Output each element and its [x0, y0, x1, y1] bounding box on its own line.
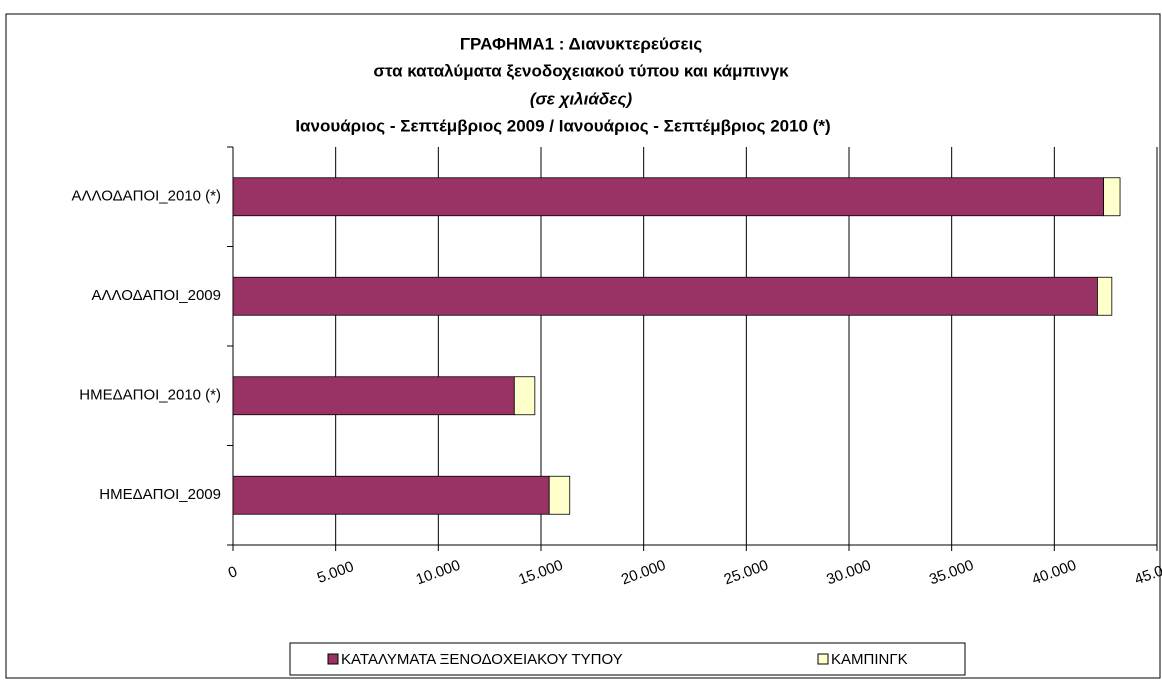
- y-tick-label: ΑΛΛΟΔΑΠΟΙ_2009: [92, 287, 222, 304]
- chart-border: [5, 13, 1161, 679]
- bar: [232, 276, 1098, 316]
- bar: [1103, 177, 1121, 217]
- y-tick-label: ΗΜΕΔΑΠΟΙ_2009: [99, 486, 221, 503]
- bar: [232, 177, 1105, 217]
- chart-title: ΓΡΑΦΗΜΑ1 : Διανυκτερεύσεις: [460, 34, 702, 53]
- y-tick-label: ΑΛΛΟΔΑΠΟΙ_2010 (*): [72, 188, 221, 205]
- bar: [232, 475, 550, 515]
- legend-label: ΚΑΤΑΛΥΜΑΤΑ ΞΕΝΟΔΟΧΕΙΑΚΟΥ ΤΥΠΟΥ: [341, 651, 623, 668]
- bar: [513, 376, 536, 416]
- chart-title: στα καταλύματα ξενοδοχειακού τύπου και κ…: [373, 61, 789, 80]
- bar: [232, 376, 515, 416]
- legend-swatch: [327, 653, 339, 665]
- chart-subtitle: Ιανουάριος - Σεπτέμβριος 2009 / Ιανουάρι…: [295, 116, 830, 135]
- y-tick-label: ΗΜΕΔΑΠΟΙ_2010 (*): [79, 387, 221, 404]
- legend-label: ΚΑΜΠΙΝΓΚ: [831, 651, 908, 668]
- bar: [1097, 276, 1113, 316]
- bar: [548, 475, 571, 515]
- chart-subtitle: (σε χιλιάδες): [530, 89, 633, 108]
- legend-box: [289, 642, 966, 676]
- legend-swatch: [817, 653, 829, 665]
